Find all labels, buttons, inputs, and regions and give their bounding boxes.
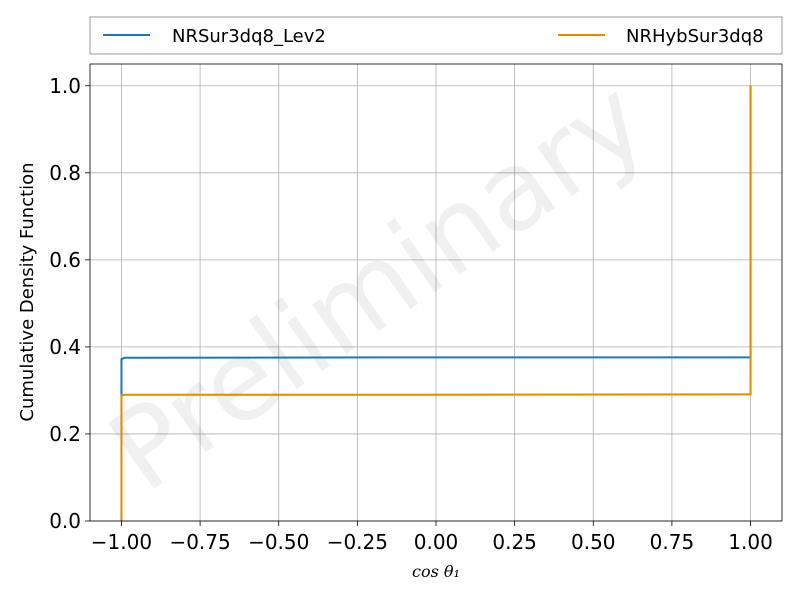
- legend-label-nrsur3dq8-lev2: NRSur3dq8_Lev2: [172, 26, 326, 47]
- x-tick-label: 0.50: [571, 530, 616, 554]
- ticks: −1.00 −0.75 −0.50 −0.25 0.00 0.25 0.50 0.75 1.00…: [49, 74, 773, 554]
- y-tick-label: 1.0: [49, 74, 81, 98]
- watermark: Preliminary: [86, 55, 668, 516]
- y-tick-label: 0.6: [49, 248, 81, 272]
- y-tick-label: 0.8: [49, 161, 81, 185]
- x-tick-label: −1.00: [91, 530, 152, 554]
- legend-label-nrhybsur3dq8: NRHybSur3dq8: [626, 26, 764, 47]
- x-tick-label: −0.25: [327, 530, 388, 554]
- series-line-nrhybsur3dq8: [120, 85, 752, 521]
- x-tick-label: −0.75: [169, 530, 230, 554]
- x-tick-label: 0.75: [650, 530, 695, 554]
- x-tick-label: −0.50: [248, 530, 309, 554]
- legend-frame: [89, 16, 783, 55]
- grid: [90, 64, 782, 522]
- y-axis-label: Cumulative Density Function: [17, 162, 38, 421]
- y-tick-label: 0.0: [49, 509, 81, 533]
- y-tick-label: 0.4: [49, 335, 81, 359]
- x-axis-label: cos θ₁: [412, 562, 460, 581]
- x-tick-label: 1.00: [728, 530, 773, 554]
- x-tick-label: 0.25: [492, 530, 537, 554]
- series-layer: [120, 85, 752, 521]
- x-tick-label: 0.00: [414, 530, 459, 554]
- legend: NRSur3dq8_Lev2 NRHybSur3dq8: [89, 16, 783, 55]
- y-tick-label: 0.2: [49, 422, 81, 446]
